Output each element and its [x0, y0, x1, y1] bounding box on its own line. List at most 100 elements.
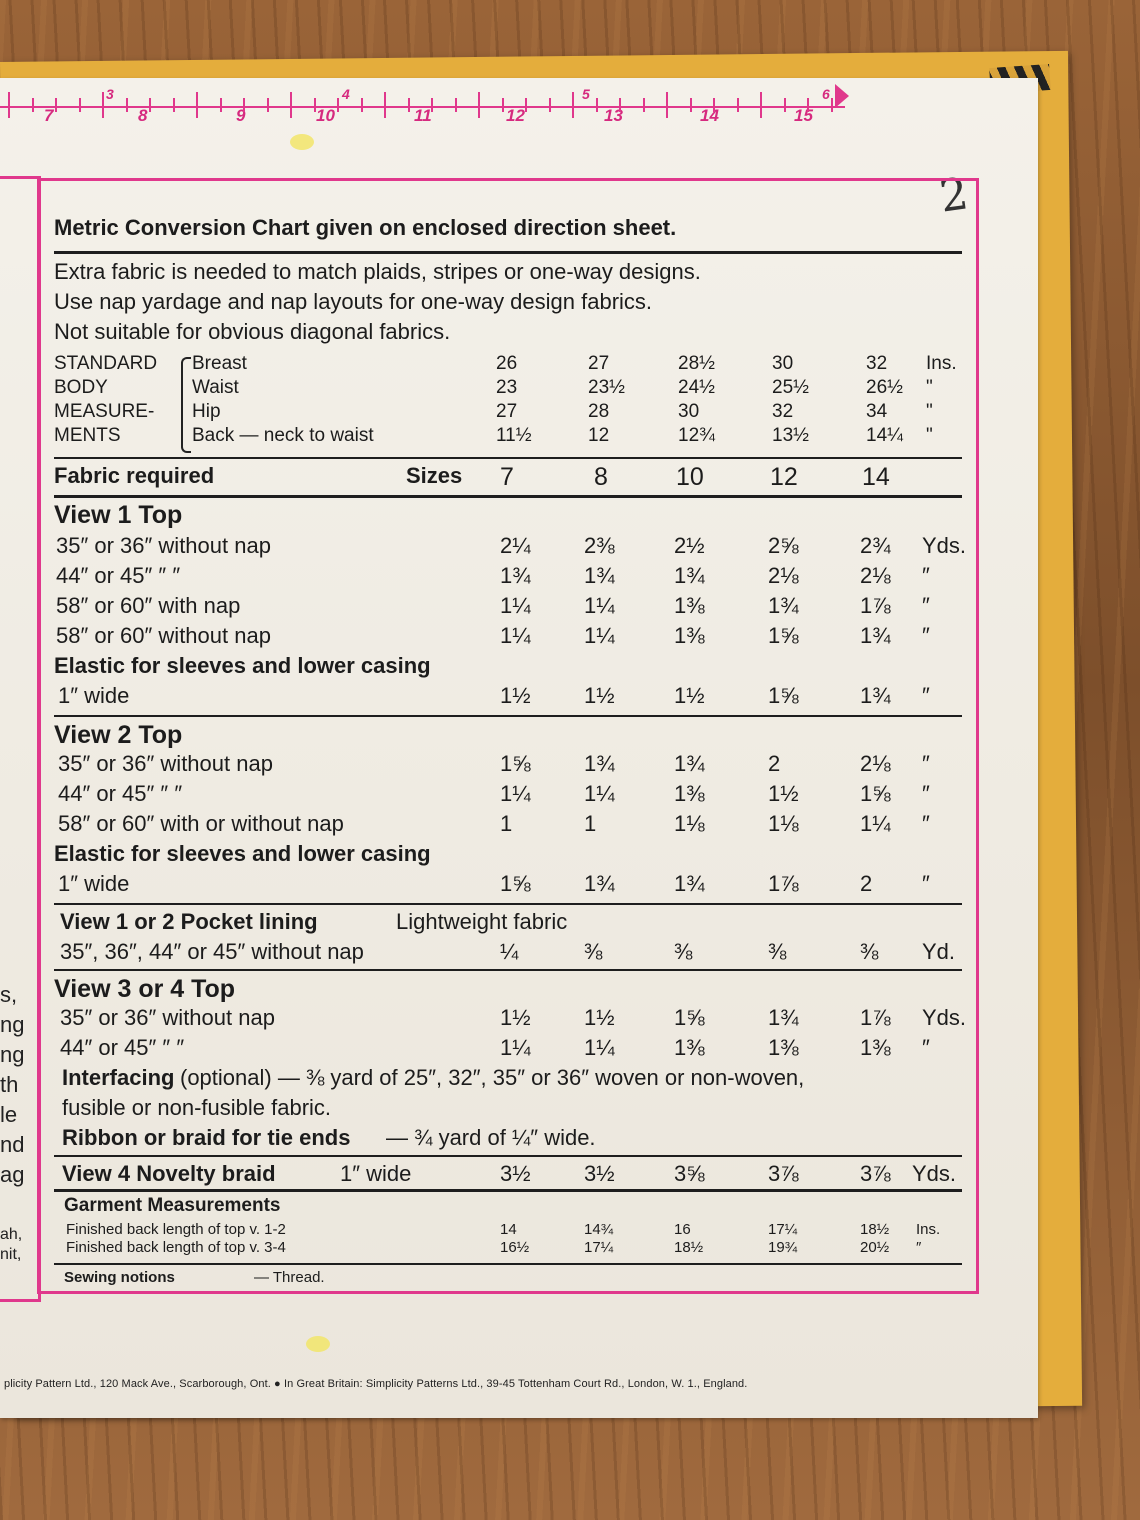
size-value: 1⅝	[768, 623, 799, 648]
view4-width: 1″ wide	[340, 1161, 412, 1186]
ruler-tick	[501, 98, 504, 112]
size-value: 1⅝	[768, 683, 799, 708]
ruler-tick	[266, 98, 269, 112]
pocket-subtitle: Lightweight fabric	[396, 909, 568, 934]
brace	[181, 357, 191, 453]
group-label: STANDARD	[54, 353, 158, 374]
size-header: 7	[500, 463, 514, 491]
size-value: 20½	[860, 1239, 890, 1256]
row-label: 58″ or 60″ without nap	[56, 623, 271, 648]
size-value: 18½	[674, 1239, 704, 1256]
size-value: 1⅜	[768, 1035, 799, 1060]
left-text-fragment: le	[0, 1102, 18, 1127]
size-value: 14	[500, 1221, 517, 1238]
interfacing-text: (optional) — ⅜ yard of 25″, 32″, 35″ or …	[180, 1065, 805, 1090]
inch-ruler: 3 4 5 6 7 8 9 10 11 12 13 14 15	[0, 84, 850, 130]
size-header: 12	[770, 463, 798, 491]
interfacing-text-2: fusible or non-fusible fabric.	[62, 1095, 332, 1120]
notions-value: — Thread.	[254, 1269, 325, 1286]
size-value: 2½	[674, 533, 705, 558]
size-value: 2⅛	[860, 563, 891, 588]
pattern-envelope	[0, 78, 1038, 1418]
row-label: 35″, 36″, 44″ or 45″ without nap	[60, 939, 364, 964]
sizes-label: Sizes	[406, 463, 463, 488]
ruler-tick	[196, 92, 198, 118]
ruler-tick	[807, 98, 809, 112]
unit: ″	[922, 871, 930, 896]
row-label: Waist	[192, 377, 239, 398]
unit: Yd.	[922, 939, 956, 964]
size-value: 16½	[500, 1239, 530, 1256]
row-label: 1″ wide	[58, 871, 130, 896]
size-value: 1½	[584, 683, 615, 708]
size-value: 1¾	[860, 683, 891, 708]
size-value: 1¾	[674, 871, 705, 896]
view2-title: View 2 Top	[54, 721, 183, 749]
ruler-tick	[102, 92, 104, 118]
size-value: 1¾	[674, 751, 705, 776]
unit: Ins.	[926, 353, 957, 374]
view34-title: View 3 or 4 Top	[54, 975, 236, 1003]
ruler-tick	[149, 98, 151, 112]
size-value: 1⅝	[674, 1005, 705, 1030]
size-value: 1¾	[860, 623, 891, 648]
size-value: 2	[860, 871, 873, 896]
size-value: ⅜	[674, 939, 693, 964]
size-value: 1⅛	[674, 811, 705, 836]
size-value: 1¼	[584, 1035, 615, 1060]
size-value: 23	[496, 377, 518, 398]
unit: ″	[922, 623, 930, 648]
left-text-fragment: ng	[0, 1012, 25, 1037]
size-value: 1½	[584, 1005, 615, 1030]
size-value: 2⅛	[768, 563, 799, 588]
ruler-tick	[689, 98, 692, 112]
row-label: 35″ or 36″ without nap	[60, 1005, 275, 1030]
ruler-tick	[830, 98, 833, 112]
size-value: 1⅜	[674, 623, 705, 648]
size-value: 2	[768, 751, 781, 776]
row-label: 58″ or 60″ with or without nap	[58, 811, 344, 836]
size-value: 1⅛	[768, 811, 799, 836]
size-value: 26	[496, 353, 518, 374]
ruler-tick	[454, 98, 457, 112]
size-value: 1⅜	[860, 1035, 891, 1060]
garment-title: Garment Measurements	[64, 1195, 281, 1216]
unit: "	[926, 377, 933, 398]
size-value: ⅜	[768, 939, 787, 964]
size-value: 24½	[678, 377, 715, 398]
size-value: 1¾	[674, 563, 705, 588]
size-value: 1½	[768, 781, 799, 806]
unit: Yds.	[922, 1005, 967, 1030]
size-value: 1½	[500, 1005, 531, 1030]
size-value: 28½	[678, 353, 715, 374]
size-value: 17¼	[768, 1221, 798, 1238]
size-value: 13½	[772, 425, 809, 446]
ruler-line	[0, 106, 845, 108]
size-value: 3½	[584, 1161, 615, 1186]
unit: Yds.	[912, 1161, 957, 1186]
size-value: 19¾	[768, 1239, 798, 1256]
row-label: Finished back length of top v. 1-2	[66, 1221, 286, 1238]
row-label: Back — neck to waist	[192, 425, 374, 446]
ruler-tick	[595, 98, 598, 112]
group-label: MENTS	[54, 425, 121, 446]
size-value: 23½	[588, 377, 625, 398]
ruler-tick	[713, 98, 715, 112]
size-value: 1¼	[584, 593, 615, 618]
size-value: 1	[500, 811, 513, 836]
size-value: 3⅞	[768, 1161, 799, 1186]
ruler-bottom-number: 13	[604, 106, 623, 125]
size-value: 1¾	[584, 751, 615, 776]
ruler-bottom-number: 7	[44, 106, 54, 125]
size-value: ¼	[500, 939, 519, 964]
ruler-bottom-number: 10	[316, 106, 335, 125]
ruler-bottom-number: 14	[700, 106, 719, 125]
group-label: BODY	[54, 377, 108, 398]
yardage-chart-panel: Metric Conversion Chart given on enclose…	[37, 178, 979, 1294]
ruler-tick	[8, 92, 10, 118]
size-value: 1⅝	[500, 871, 531, 896]
yellow-dot	[306, 1336, 330, 1352]
ruler-tick	[760, 92, 762, 118]
notions-label: Sewing notions	[64, 1269, 175, 1286]
size-value: 1½	[500, 683, 531, 708]
